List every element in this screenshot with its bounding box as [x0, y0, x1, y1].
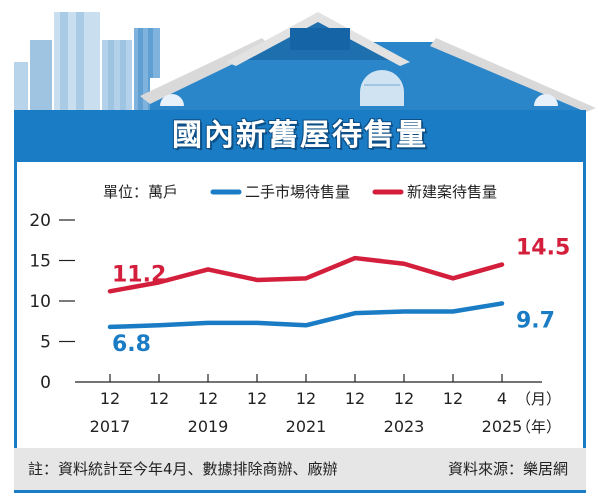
x-unit-year: （年） — [516, 418, 561, 436]
legend: 單位：萬戶 二手市場待售量 新建案待售量 — [103, 183, 497, 201]
new-build-line — [107, 255, 505, 294]
start-value-label: 6.8 — [112, 332, 151, 357]
x-axis: 12 12 12 12 12 12 12 12 4 2017 2019 2021 2023 2025 （月）… — [75, 374, 561, 436]
footer-bar: 註：資料統計至今年4月、數據排除商辦、廠辦 資料來源：樂居網 — [14, 448, 586, 493]
x-year-label: 2025 — [482, 417, 523, 436]
house — [140, 12, 596, 112]
y-tick-label: 15 — [29, 252, 51, 272]
y-tick-label: 5 — [40, 333, 51, 353]
start-value-label: 11.2 — [112, 262, 166, 287]
end-value-label: 9.7 — [516, 308, 555, 333]
y-tick-label: 20 — [29, 211, 51, 231]
legend-label-secondhand: 二手市場待售量 — [245, 183, 350, 201]
x-year-label: 2023 — [384, 417, 425, 436]
end-value-label: 14.5 — [516, 236, 570, 261]
footnote: 註：資料統計至今年4月、數據排除商辦、廠辦 — [28, 460, 338, 478]
city-towers — [14, 12, 160, 112]
x-tick-label: 12 — [296, 389, 316, 408]
x-tick-label: 12 — [247, 389, 267, 408]
buildings-illustration — [14, 12, 596, 112]
y-tick-label: 0 — [40, 373, 51, 393]
value-labels: 6.8 9.7 11.2 14.5 — [112, 236, 570, 357]
x-unit-month: （月） — [516, 390, 561, 408]
x-tick-label: 12 — [198, 389, 218, 408]
chart-title: 國內新舊屋待售量 — [172, 118, 428, 153]
x-year-label: 2021 — [286, 417, 327, 436]
plot-area — [107, 255, 505, 330]
y-tick-label: 10 — [29, 292, 51, 312]
legend-unit: 單位：萬戶 — [103, 183, 178, 201]
secondhand-market-line — [107, 301, 505, 330]
x-tick-label: 12 — [149, 389, 169, 408]
x-tick-label: 4 — [497, 389, 507, 408]
chart-panel: 單位：萬戶 二手市場待售量 新建案待售量 0 5 10 15 20 12 12 12 12 12… — [14, 162, 586, 448]
x-tick-label: 12 — [100, 389, 120, 408]
x-tick-label: 12 — [345, 389, 365, 408]
x-tick-label: 12 — [394, 389, 414, 408]
title-banner: 國內新舊屋待售量 — [14, 110, 586, 162]
legend-label-new-build: 新建案待售量 — [407, 183, 497, 201]
y-axis: 0 5 10 15 20 — [29, 211, 75, 393]
source-credit: 資料來源：樂居網 — [447, 460, 568, 478]
x-tick-label: 12 — [443, 389, 463, 408]
x-year-label: 2019 — [188, 417, 229, 436]
x-year-label: 2017 — [90, 417, 131, 436]
